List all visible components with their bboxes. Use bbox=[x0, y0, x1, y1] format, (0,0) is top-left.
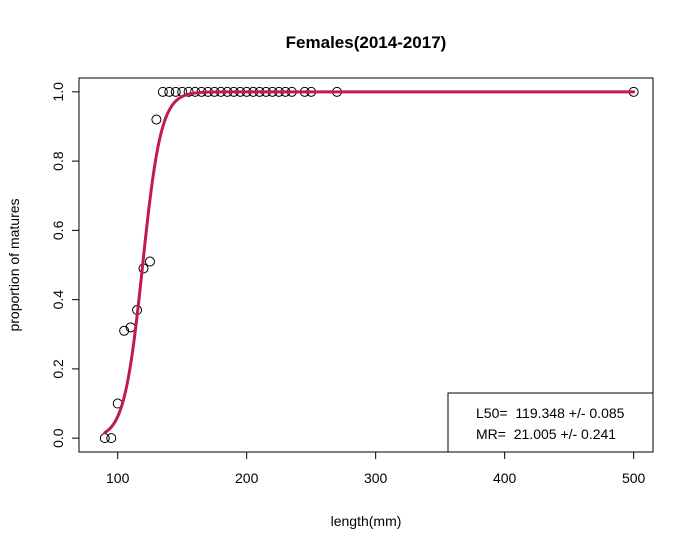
data-point bbox=[151, 114, 162, 125]
legend-mr-text: MR= 21.005 +/- 0.241 bbox=[476, 426, 616, 442]
y-axis-label: proportion of matures bbox=[6, 198, 22, 331]
y-tick-label: 0.0 bbox=[50, 428, 66, 448]
x-tick-label: 400 bbox=[493, 470, 517, 486]
legend-box: L50= 119.348 +/- 0.085 MR= 21.005 +/- 0.… bbox=[447, 392, 654, 453]
y-tick-label: 0.4 bbox=[50, 290, 66, 310]
y-axis: 0.0 0.2 0.4 0.6 0.8 1.0 bbox=[50, 82, 80, 448]
logistic-fit bbox=[103, 90, 636, 435]
x-tick-label: 300 bbox=[364, 470, 388, 486]
fit-curve bbox=[103, 90, 636, 435]
data-point bbox=[170, 86, 181, 97]
data-point bbox=[164, 86, 175, 97]
data-point bbox=[106, 433, 117, 444]
x-tick-label: 200 bbox=[235, 470, 259, 486]
y-tick-label: 0.6 bbox=[50, 220, 66, 240]
y-tick-label: 0.2 bbox=[50, 359, 66, 379]
data-point bbox=[119, 325, 130, 336]
x-tick-label: 500 bbox=[622, 470, 646, 486]
y-tick-label: 1.0 bbox=[50, 82, 66, 102]
chart-title: Females(2014-2017) bbox=[286, 33, 447, 52]
x-axis-label: length(mm) bbox=[331, 513, 402, 529]
data-point bbox=[157, 86, 168, 97]
legend-frame bbox=[447, 392, 654, 453]
y-tick-label: 0.8 bbox=[50, 151, 66, 171]
x-tick-label: 100 bbox=[106, 470, 130, 486]
legend-l50-text: L50= 119.348 +/- 0.085 bbox=[476, 405, 625, 421]
data-point bbox=[144, 256, 155, 267]
